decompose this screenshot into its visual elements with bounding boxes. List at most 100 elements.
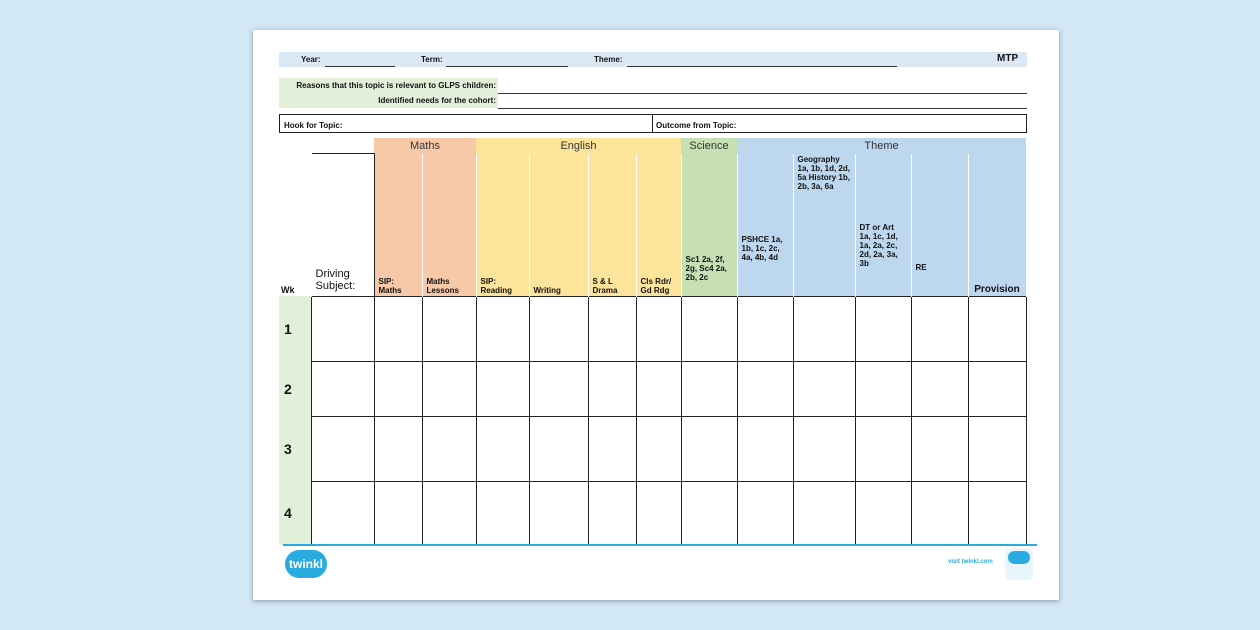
outcome-field[interactable]: Outcome from Topic: <box>652 114 1027 133</box>
week-number: 2 <box>279 361 311 416</box>
theme-label: Theme: <box>594 55 623 64</box>
col-geography-history: Geography 1a, 1b, 1d, 2d, 5a History 1b,… <box>793 153 856 296</box>
footer-rule <box>283 544 1037 546</box>
plan-cell[interactable] <box>967 295 1027 362</box>
plan-cell[interactable] <box>635 295 682 362</box>
footer-link[interactable]: visit twinkl.com <box>948 559 993 565</box>
col-maths-lessons: Maths Lessons <box>422 153 477 296</box>
plan-cell[interactable] <box>373 480 423 546</box>
week-row: 3 <box>279 415 1027 482</box>
plan-cell[interactable] <box>421 295 477 362</box>
week-row: 2 <box>279 360 1027 417</box>
plan-cell[interactable] <box>475 480 530 546</box>
year-field[interactable] <box>325 66 395 67</box>
plan-cell[interactable] <box>475 415 530 482</box>
term-field[interactable] <box>446 66 568 67</box>
plan-cell[interactable] <box>792 480 856 546</box>
col-provision: Provision <box>968 153 1027 296</box>
needs-label: Identified needs for the cohort: <box>279 93 498 108</box>
plan-cell[interactable] <box>854 480 912 546</box>
col-re: RE <box>911 153 969 296</box>
col-sip-maths: SIP: Maths <box>374 153 423 296</box>
header-band <box>279 52 1027 67</box>
plan-cell[interactable] <box>635 360 682 417</box>
plan-cell[interactable] <box>373 295 423 362</box>
col-class-reader: Cls Rdr/ Gd Rdg <box>636 153 682 296</box>
week-row: 4 <box>279 480 1027 546</box>
col-science: Sc1 2a, 2f, 2g, Sc4 2a, 2b, 2c <box>681 153 738 296</box>
plan-cell[interactable] <box>421 415 477 482</box>
plan-cell[interactable] <box>528 480 589 546</box>
plan-cell[interactable] <box>373 360 423 417</box>
planning-grid: Maths English Science Theme Wk Driving S… <box>279 138 1027 546</box>
hook-label: Hook for Topic: <box>284 121 343 130</box>
doc-code: MTP <box>997 53 1019 64</box>
week-number: 1 <box>279 296 311 361</box>
plan-cell[interactable] <box>310 415 375 482</box>
plan-cell[interactable] <box>680 295 738 362</box>
plan-cell[interactable] <box>792 295 856 362</box>
plan-cell[interactable] <box>792 415 856 482</box>
driving-subject-header: Driving Subject: <box>310 153 375 297</box>
wk-header: Wk <box>279 153 312 296</box>
plan-cell[interactable] <box>736 360 794 417</box>
plan-cell[interactable] <box>736 415 794 482</box>
plan-cell[interactable] <box>736 295 794 362</box>
plan-cell[interactable] <box>587 295 637 362</box>
plan-cell[interactable] <box>680 415 738 482</box>
plan-cell[interactable] <box>373 415 423 482</box>
term-label: Term: <box>421 55 443 64</box>
group-english: English <box>476 138 681 154</box>
plan-cell[interactable] <box>310 360 375 417</box>
plan-cell[interactable] <box>475 360 530 417</box>
col-writing: Writing <box>529 153 589 296</box>
group-science: Science <box>681 138 737 154</box>
hook-field[interactable]: Hook for Topic: <box>279 114 653 133</box>
plan-cell[interactable] <box>635 480 682 546</box>
plan-cell[interactable] <box>528 360 589 417</box>
plan-cell[interactable] <box>967 480 1027 546</box>
plan-cell[interactable] <box>910 295 969 362</box>
plan-cell[interactable] <box>910 415 969 482</box>
reasons-field[interactable] <box>498 93 1027 94</box>
twinkl-logo: twinkl <box>285 550 327 578</box>
plan-cell[interactable] <box>635 415 682 482</box>
plan-cell[interactable] <box>680 480 738 546</box>
quality-badge-icon <box>1005 548 1033 580</box>
group-theme: Theme <box>737 138 1026 154</box>
plan-cell[interactable] <box>528 415 589 482</box>
plan-cell[interactable] <box>967 360 1027 417</box>
plan-cell[interactable] <box>854 360 912 417</box>
outcome-label: Outcome from Topic: <box>656 121 737 130</box>
col-sip-reading: SIP: Reading <box>476 153 530 296</box>
planning-sheet: Year: Term: Theme: MTP Reasons that this… <box>253 30 1059 600</box>
plan-cell[interactable] <box>587 360 637 417</box>
col-pshce: PSHCE 1a, 1b, 1c, 2c, 4a, 4b, 4d <box>737 153 794 296</box>
week-row: 1 <box>279 295 1027 362</box>
group-maths: Maths <box>374 138 476 154</box>
plan-cell[interactable] <box>854 415 912 482</box>
plan-cell[interactable] <box>680 360 738 417</box>
plan-cell[interactable] <box>310 480 375 546</box>
plan-cell[interactable] <box>528 295 589 362</box>
col-dt-art: DT or Art 1a, 1c, 1d, 1a, 2a, 2c, 2d, 2a… <box>855 153 912 296</box>
plan-cell[interactable] <box>910 480 969 546</box>
week-number: 4 <box>279 481 311 545</box>
reasons-label: Reasons that this topic is relevant to G… <box>279 78 498 93</box>
week-number: 3 <box>279 416 311 481</box>
col-sl-drama: S & L Drama <box>588 153 637 296</box>
needs-field[interactable] <box>498 108 1027 109</box>
plan-cell[interactable] <box>792 360 856 417</box>
plan-cell[interactable] <box>475 295 530 362</box>
plan-cell[interactable] <box>310 295 375 362</box>
plan-cell[interactable] <box>421 360 477 417</box>
plan-cell[interactable] <box>967 415 1027 482</box>
plan-cell[interactable] <box>421 480 477 546</box>
plan-cell[interactable] <box>587 480 637 546</box>
year-label: Year: <box>301 55 321 64</box>
theme-field[interactable] <box>627 66 897 67</box>
plan-cell[interactable] <box>736 480 794 546</box>
plan-cell[interactable] <box>587 415 637 482</box>
plan-cell[interactable] <box>910 360 969 417</box>
plan-cell[interactable] <box>854 295 912 362</box>
